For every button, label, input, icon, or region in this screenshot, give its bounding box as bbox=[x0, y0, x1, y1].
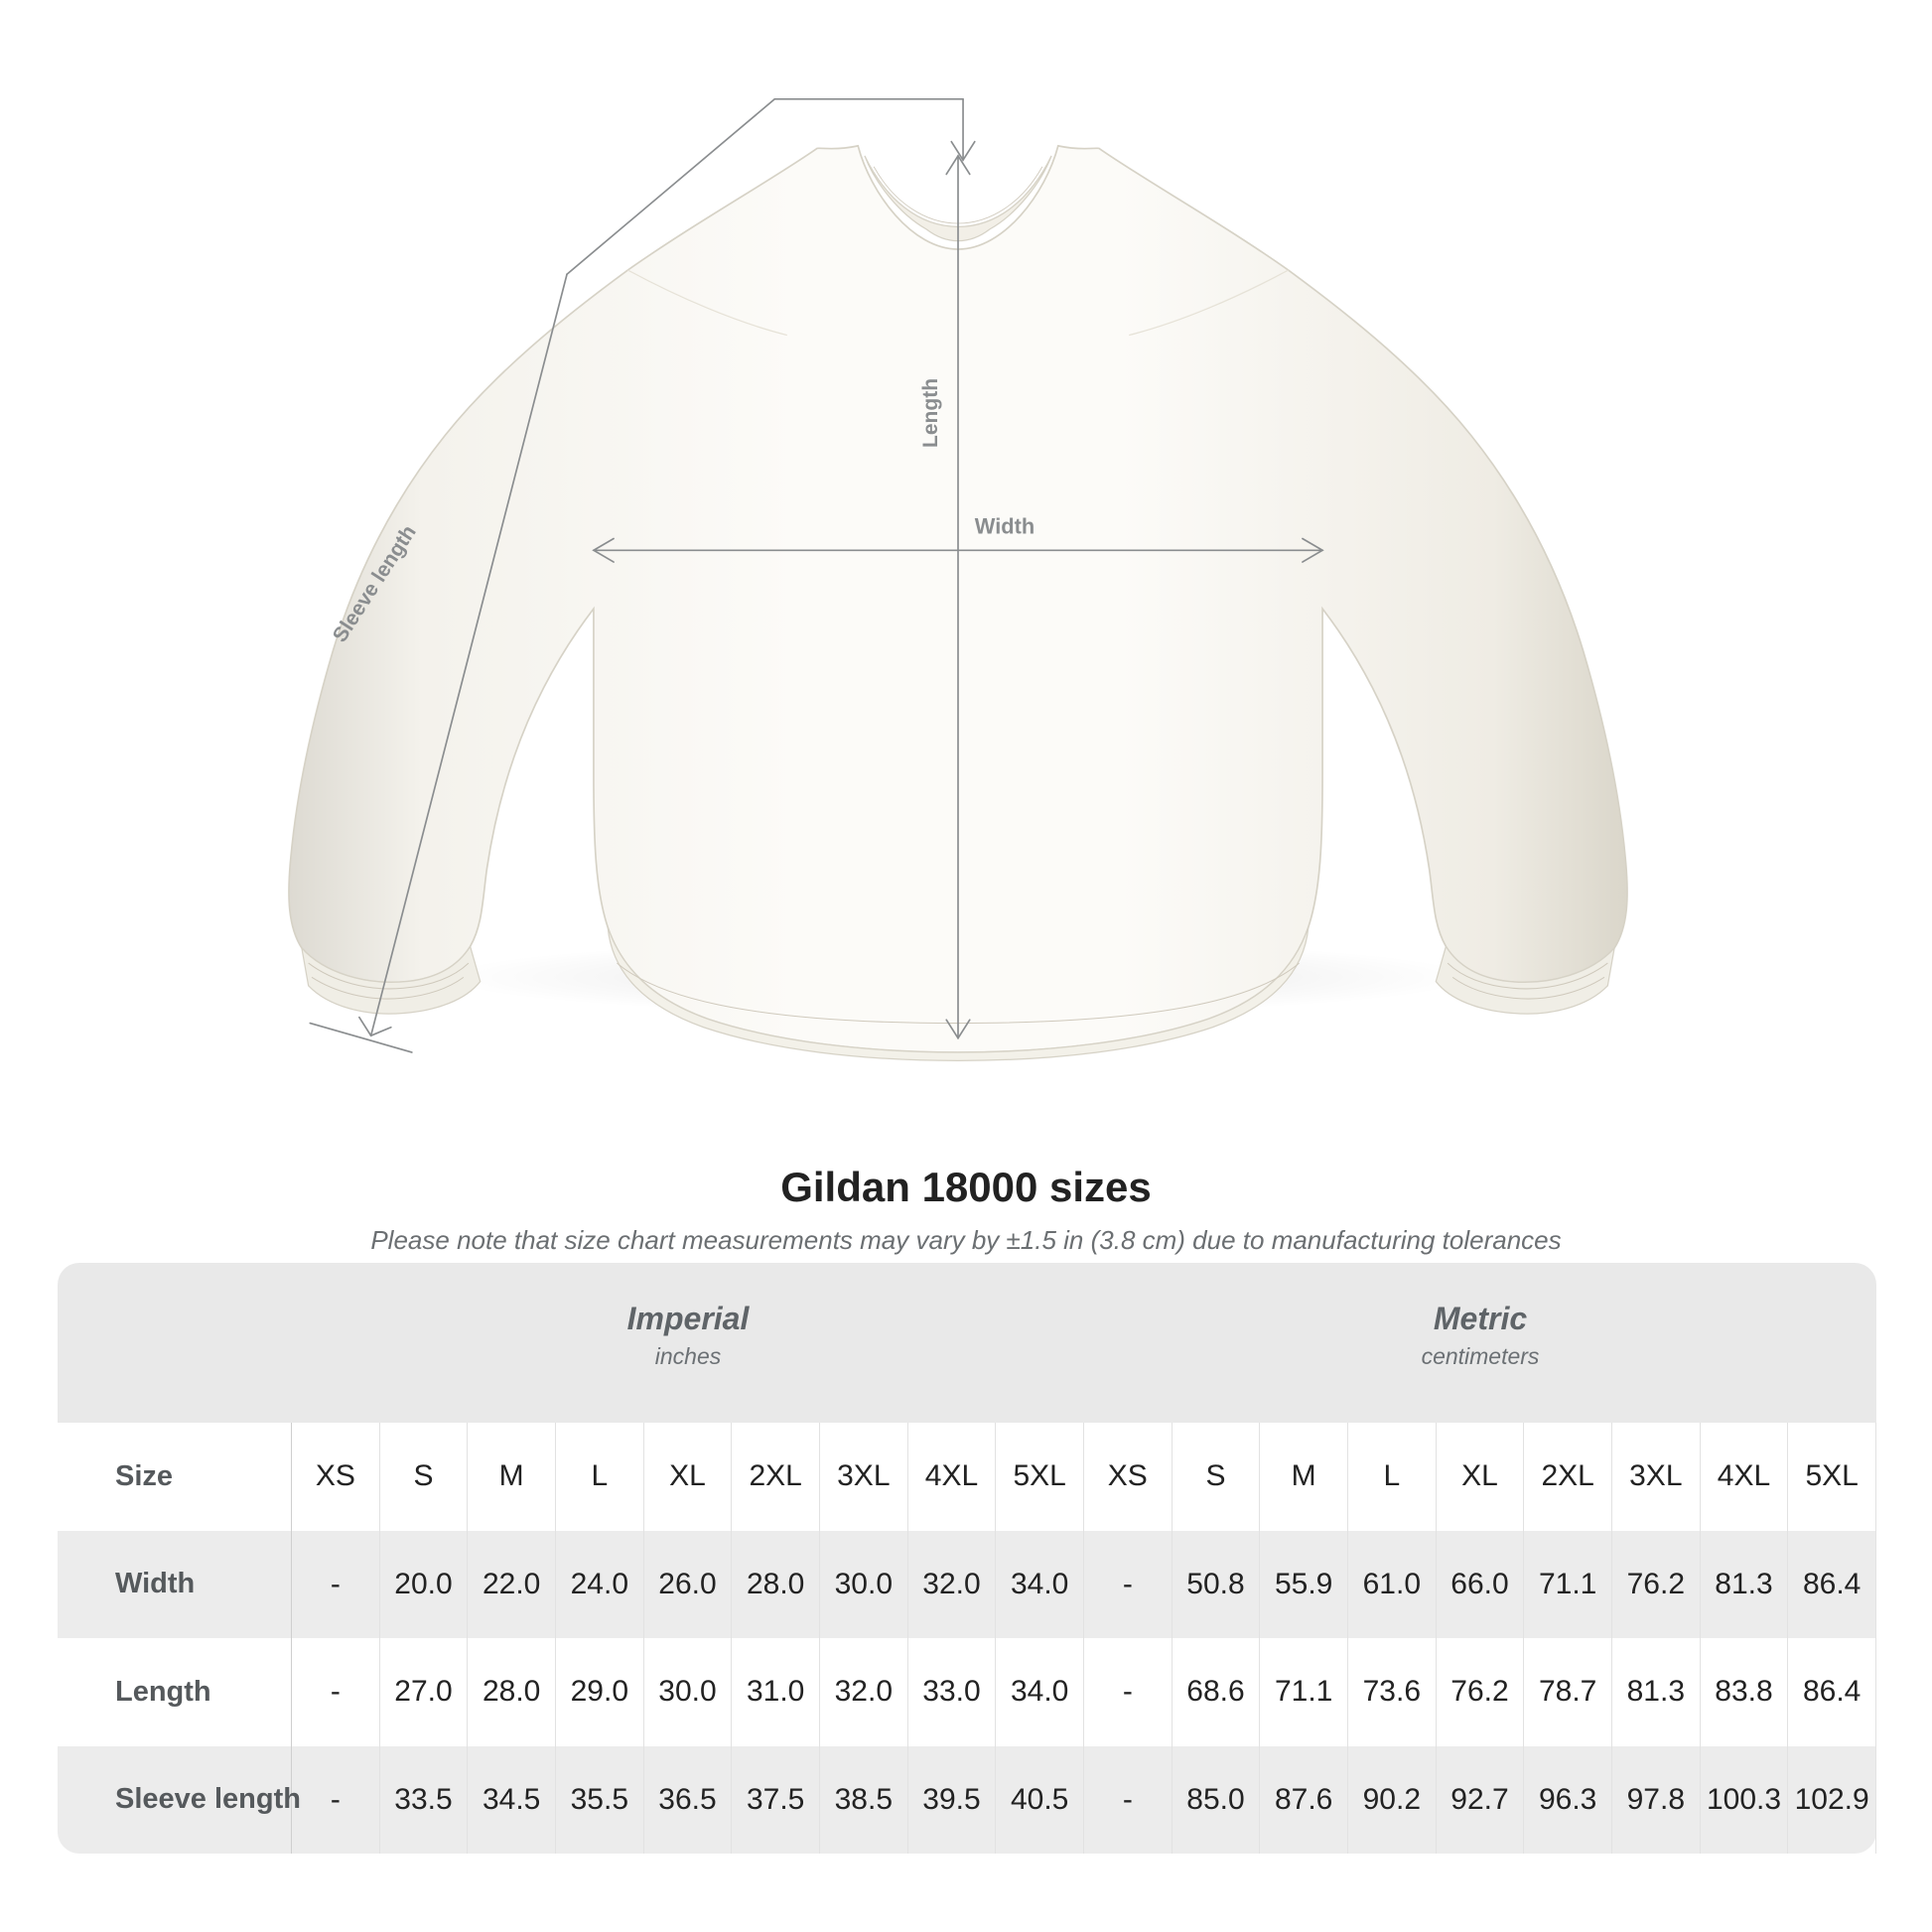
svg-text:Width: Width bbox=[975, 513, 1035, 538]
svg-text:Length: Length bbox=[919, 378, 942, 448]
